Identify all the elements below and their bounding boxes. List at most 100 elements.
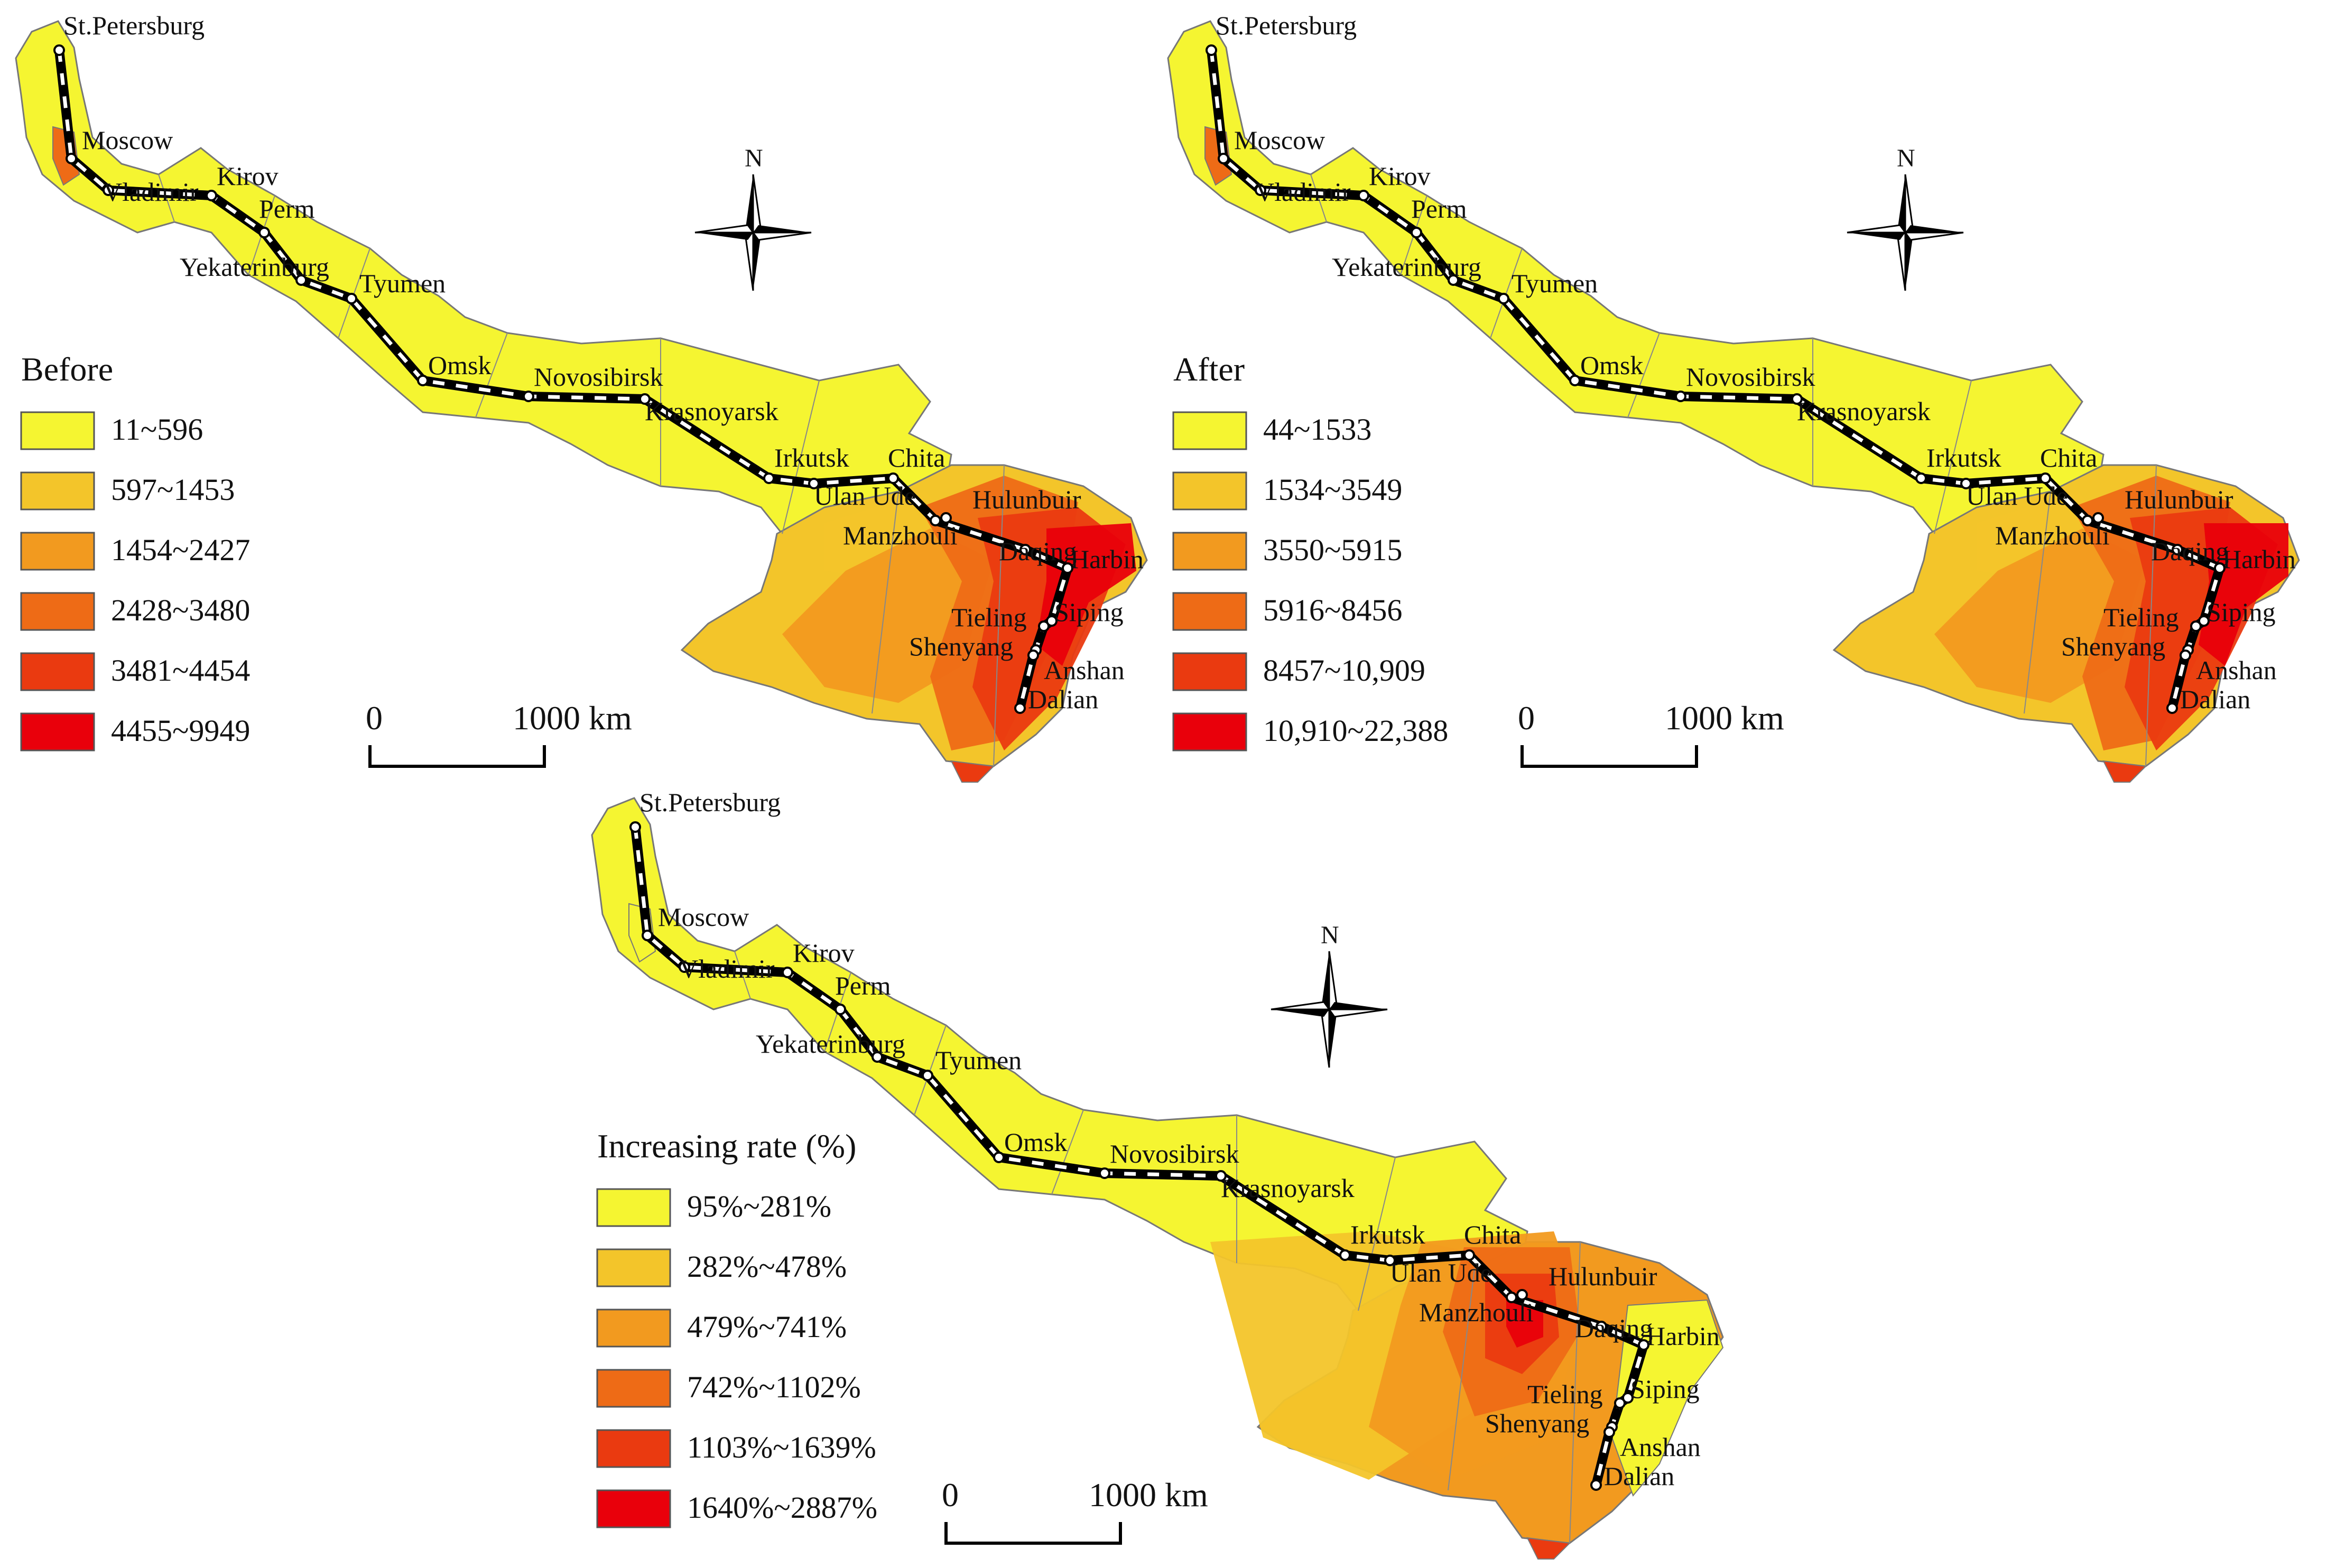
city-marker — [206, 190, 217, 201]
city-label: Shenyang — [1485, 1408, 1589, 1438]
map-rate: St.Petersburg Moscow Vladimir Kirov Perm Yeka… — [591, 787, 1724, 1560]
city-marker — [103, 184, 114, 196]
city-label: Moscow — [658, 902, 749, 932]
city-label: Shenyang — [2061, 632, 2165, 661]
legend-label: 2428~3480 — [111, 593, 250, 627]
city-label: Moscow — [1234, 125, 1325, 155]
city-marker — [1791, 393, 1803, 405]
city-label: Dalian — [2180, 684, 2250, 714]
region-border — [872, 491, 899, 714]
city-marker — [295, 274, 307, 286]
city-label: Novosibirsk — [1110, 1139, 1239, 1168]
city-label: Manzhouli — [1419, 1297, 1534, 1327]
city-marker — [922, 1070, 933, 1081]
city-marker — [679, 961, 690, 973]
city-marker — [1675, 391, 1686, 402]
city-label: Anshan — [1620, 1432, 1701, 1462]
city-label: St.Petersburg — [63, 11, 205, 40]
city-label: St.Petersburg — [639, 787, 781, 817]
city-marker — [1603, 1426, 1615, 1438]
city-label: Ulan Ude — [1966, 481, 2068, 511]
city-marker — [2214, 562, 2226, 574]
city-label: Dalian — [1604, 1461, 1674, 1491]
region-border — [475, 332, 508, 418]
city-marker — [639, 393, 651, 405]
city-label: Krasnoyarsk — [645, 396, 778, 426]
city-marker — [346, 293, 357, 304]
city-label: Yekaterinburg — [180, 252, 329, 282]
legend-swatch — [596, 1489, 671, 1528]
city-label: Manzhouli — [1995, 521, 2110, 550]
zone-class-6 — [2199, 523, 2288, 666]
city-marker — [1339, 1249, 1351, 1261]
legend-label: 10,910~22,388 — [1263, 713, 1448, 748]
region-peninsula — [950, 760, 995, 783]
region-border — [2024, 491, 2051, 714]
north-arrow-icon: N — [1271, 921, 1388, 1068]
city-label: Novosibirsk — [534, 362, 663, 392]
city-label: Anshan — [1044, 655, 1125, 685]
city-marker — [2172, 544, 2183, 555]
region-border — [2145, 465, 2157, 767]
legend-label: 1534~3549 — [1263, 472, 1402, 507]
city-marker — [1960, 478, 1972, 489]
city-label: Irkutsk — [774, 443, 849, 472]
city-marker — [1569, 375, 1581, 386]
city-label: Tyumen — [935, 1045, 1022, 1075]
legend-label: 44~1533 — [1263, 412, 1371, 447]
region-border — [158, 174, 175, 222]
city-label: Dalian — [1028, 684, 1098, 714]
legend-label: 3481~4454 — [111, 653, 250, 688]
city-label: Harbin — [2222, 544, 2296, 574]
city-marker — [1590, 1479, 1602, 1491]
city-marker — [2092, 512, 2104, 524]
city-marker — [1062, 562, 1073, 574]
city-marker — [53, 44, 65, 56]
city-marker — [2166, 702, 2178, 714]
legend-swatch — [1172, 712, 1247, 751]
legend-label: 95%~281% — [687, 1189, 831, 1223]
city-marker — [835, 1004, 846, 1015]
scale-start: 0 — [942, 1476, 959, 1514]
city-marker — [2190, 620, 2202, 632]
legend-label: 11~596 — [111, 412, 203, 447]
city-label: Perm — [1411, 194, 1467, 224]
city-label: Krasnoyarsk — [1797, 396, 1931, 426]
legend-label: 4455~9949 — [111, 713, 250, 748]
city-label: Perm — [259, 194, 315, 224]
city-label: Irkutsk — [1926, 443, 2001, 472]
city-label: Chita — [2040, 443, 2097, 472]
city-marker — [417, 375, 429, 386]
city-marker — [258, 227, 270, 238]
city-marker — [1614, 1397, 1626, 1409]
city-label: St.Petersburg — [1216, 11, 1357, 40]
city-marker — [1014, 702, 1026, 714]
north-label: N — [1321, 921, 1339, 949]
city-label: Novosibirsk — [1686, 362, 1815, 392]
city-marker — [1358, 190, 1369, 201]
city-marker — [1463, 1249, 1475, 1261]
region-border — [1448, 1268, 1475, 1491]
city-marker — [1516, 1289, 1528, 1301]
legend-label: 1640%~2887% — [687, 1490, 877, 1525]
legend-swatch — [596, 1309, 671, 1348]
region-border — [1051, 1109, 1084, 1195]
region-peninsula — [2102, 760, 2147, 783]
legend-label: 8457~10,909 — [1263, 653, 1425, 688]
city-marker — [1215, 1170, 1227, 1182]
scale-start: 0 — [1518, 699, 1535, 737]
region-border — [338, 248, 370, 339]
city-marker — [1638, 1339, 1649, 1351]
legend-swatch — [596, 1369, 671, 1408]
region-border — [993, 465, 1005, 767]
city-marker — [1448, 274, 1459, 286]
north-label: N — [1897, 144, 1915, 172]
city-marker — [993, 1152, 1005, 1163]
city-marker — [1206, 44, 1217, 56]
city-label: Tieling — [1527, 1379, 1603, 1409]
city-label: Harbin — [1070, 544, 1144, 574]
scale-end: 1000 km — [513, 699, 632, 737]
legend-swatch — [20, 532, 95, 571]
